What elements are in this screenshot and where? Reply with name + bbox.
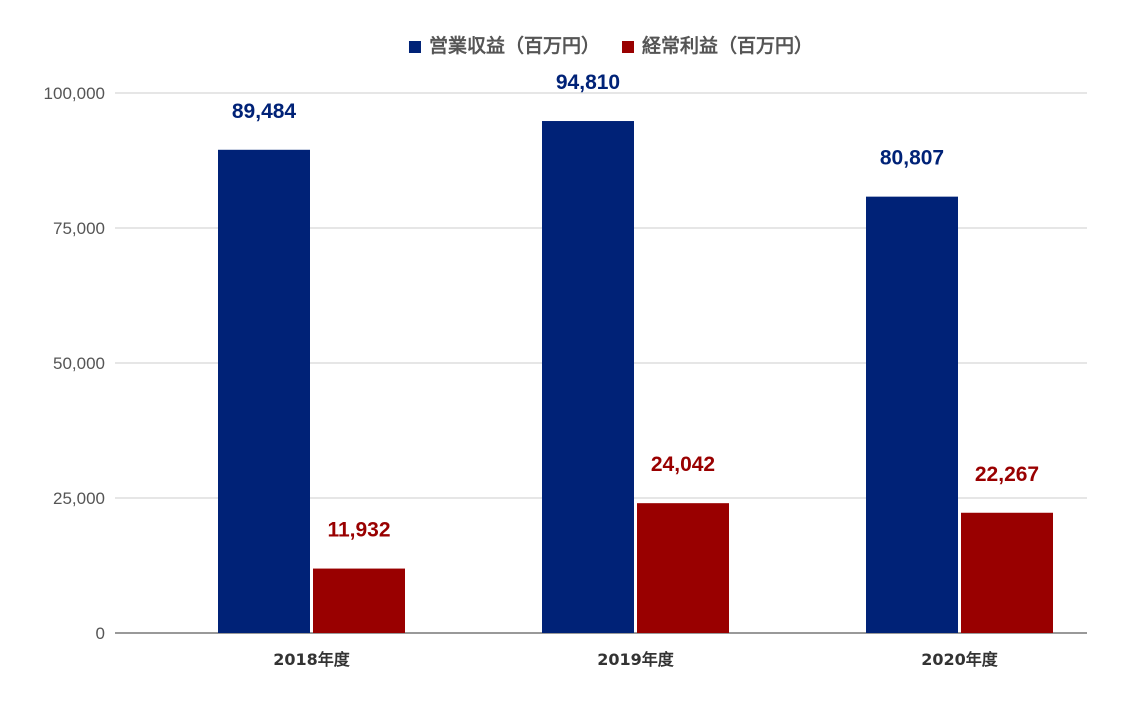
x-axis-category-labels: 2018年度 2019年度 2020年度 [273, 650, 999, 669]
legend-item: 経常利益（百万円） [622, 34, 813, 57]
data-label: 22,267 [975, 463, 1039, 486]
y-tick-label: 100,000 [44, 84, 105, 103]
legend-swatch [408, 41, 421, 53]
legend-swatch [622, 41, 634, 53]
bar-ordinary-profit [637, 503, 729, 633]
data-label: 24,042 [651, 453, 715, 476]
data-label: 94,810 [556, 71, 620, 94]
y-tick-label: 0 [96, 624, 105, 643]
bar-ordinary-profit [961, 512, 1053, 633]
y-tick-label: 75,000 [53, 219, 105, 238]
data-label: 89,484 [232, 100, 297, 123]
legend: 営業収益（百万円） 経常利益（百万円） [408, 34, 813, 57]
x-category-label: 2020年度 [921, 650, 999, 669]
legend-label: 経常利益（百万円） [642, 34, 813, 57]
y-tick-label: 50,000 [53, 354, 105, 373]
data-label: 80,807 [880, 147, 944, 170]
bar-operating-revenue [542, 121, 634, 633]
data-label: 11,932 [327, 519, 390, 542]
data-labels: 89,484 11,932 94,810 24,042 80,807 22,267 [232, 71, 1039, 542]
x-category-label: 2019年度 [597, 650, 675, 669]
bar-ordinary-profit [313, 568, 405, 633]
y-axis-tick-labels: 0 25,000 50,000 75,000 100,000 [44, 84, 105, 643]
y-tick-label: 25,000 [53, 489, 105, 508]
bar-operating-revenue [866, 196, 958, 633]
legend-label: 営業収益（百万円） [429, 34, 600, 57]
bar-operating-revenue [218, 149, 310, 633]
bars [218, 121, 1053, 633]
x-category-label: 2018年度 [273, 650, 351, 669]
legend-item: 営業収益（百万円） [408, 34, 600, 57]
